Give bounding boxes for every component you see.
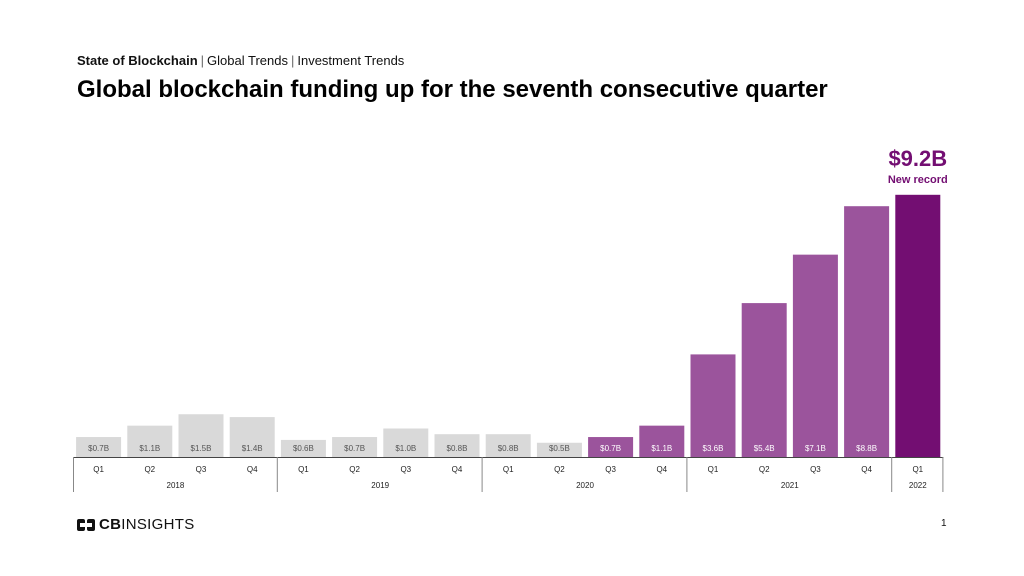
x-tick-label: Q2 <box>759 465 770 474</box>
bar <box>844 206 890 457</box>
x-year-label: 2018 <box>167 481 185 490</box>
breadcrumb: State of Blockchain | Global Trends | Invest… <box>77 53 404 68</box>
logo-text-bold: CB <box>99 516 122 533</box>
bar <box>332 437 378 457</box>
bar <box>895 194 941 458</box>
bar <box>588 437 634 457</box>
bar <box>178 414 224 457</box>
breadcrumb-item: Investment Trends <box>297 53 405 68</box>
cb-insights-logo: CBINSIGHTS <box>77 516 195 533</box>
bar-value-label: $0.7B <box>88 444 109 453</box>
bar-value-label: $3.6B <box>703 444 724 453</box>
bar <box>383 428 429 457</box>
bar <box>690 354 736 457</box>
page-title: Global blockchain funding up for the sev… <box>77 76 828 103</box>
x-year-label: 2021 <box>781 481 799 490</box>
bar <box>76 437 122 457</box>
x-year-label: 2022 <box>909 481 927 490</box>
bar-value-label: $1.5B <box>191 444 212 453</box>
bar <box>229 417 275 457</box>
x-tick-label: Q2 <box>349 465 360 474</box>
bar-value-label: $7.1B <box>805 444 826 453</box>
x-tick-label: Q3 <box>605 465 616 474</box>
bar <box>280 439 326 457</box>
breadcrumb-item: State of Blockchain <box>77 53 198 68</box>
bar-value-label: $1.4B <box>242 444 263 453</box>
x-tick-label: Q3 <box>810 465 821 474</box>
x-tick-label: Q4 <box>247 465 258 474</box>
bar-value-label: $0.5B <box>549 444 570 453</box>
bar-value-label: $1.1B <box>139 444 160 453</box>
bar <box>127 425 173 457</box>
breadcrumb-item: Global Trends <box>207 53 288 68</box>
x-tick-label: Q3 <box>196 465 207 474</box>
x-tick-label: Q1 <box>93 465 104 474</box>
cb-insights-logo-icon <box>77 518 95 531</box>
logo-text-regular: INSIGHTS <box>121 516 195 533</box>
bar <box>639 425 685 457</box>
x-tick-label: Q4 <box>452 465 463 474</box>
bar <box>536 442 582 457</box>
bar-value-label: $8.8B <box>856 444 877 453</box>
bar-value-label: $0.7B <box>344 444 365 453</box>
x-tick-label: Q4 <box>861 465 872 474</box>
bar <box>792 254 838 457</box>
x-tick-label: Q2 <box>144 465 155 474</box>
bar <box>485 434 531 457</box>
bar-value-label: $5.4B <box>754 444 775 453</box>
x-tick-label: Q3 <box>400 465 411 474</box>
x-tick-label: Q4 <box>656 465 667 474</box>
x-tick-label: Q1 <box>298 465 309 474</box>
x-tick-label: Q1 <box>708 465 719 474</box>
bar-value-label: $0.7B <box>600 444 621 453</box>
x-year-label: 2019 <box>371 481 389 490</box>
breadcrumb-separator: | <box>200 53 205 68</box>
bar <box>434 434 480 457</box>
bar-value-label: $1.0B <box>395 444 416 453</box>
callout-note: New record <box>888 174 948 186</box>
x-tick-label: Q1 <box>912 465 923 474</box>
bar-value-label: $0.8B <box>447 444 468 453</box>
bar-value-label: $1.1B <box>651 444 672 453</box>
bar-value-label: $0.8B <box>498 444 519 453</box>
callout-value: $9.2B <box>888 146 947 171</box>
bar-value-label: $0.6B <box>293 444 314 453</box>
breadcrumb-separator: | <box>290 53 295 68</box>
bar <box>741 303 787 457</box>
page-number: 1 <box>941 518 947 529</box>
x-tick-label: Q2 <box>554 465 565 474</box>
x-tick-label: Q1 <box>503 465 514 474</box>
x-year-label: 2020 <box>576 481 594 490</box>
logo-wordmark: CBINSIGHTS <box>99 516 195 533</box>
